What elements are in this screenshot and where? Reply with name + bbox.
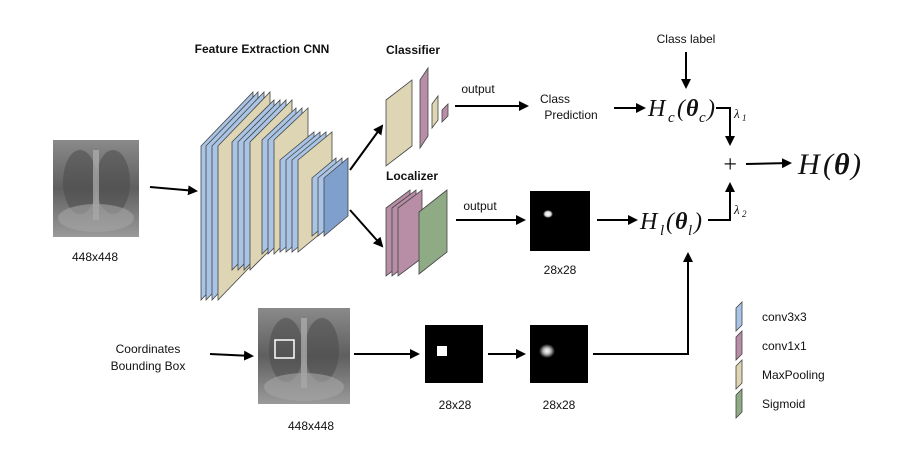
bbox-xray-image bbox=[258, 308, 350, 404]
svg-text:conv1x1: conv1x1 bbox=[762, 339, 807, 353]
hl-close-paren: ) bbox=[692, 209, 702, 235]
arrow-input-to-cnn bbox=[149, 185, 198, 196]
legend-item-maxpooling: MaxPooling bbox=[735, 359, 825, 390]
localizer-heatmap bbox=[530, 191, 590, 251]
bbox-mask-28 bbox=[425, 325, 483, 383]
total-loss-term: H ( θ ) bbox=[797, 148, 861, 181]
output-top-label: output bbox=[461, 82, 495, 96]
arrow-cnn-to-classifier bbox=[349, 124, 384, 171]
arrow-sum-to-total bbox=[745, 158, 792, 169]
mask-size-label: 28x28 bbox=[439, 398, 472, 412]
heatmap-top-size-label: 28x28 bbox=[544, 263, 577, 277]
hl-open-paren: ( bbox=[666, 209, 676, 235]
arrow-cnn-to-localizer bbox=[349, 209, 384, 248]
hc-close-paren: ) bbox=[705, 96, 715, 122]
lambda2-label: λ 2 bbox=[733, 202, 747, 219]
arrow-gaussian-to-hl bbox=[593, 252, 693, 355]
total-close-paren: ) bbox=[849, 148, 861, 181]
total-open-paren: ( bbox=[823, 148, 835, 181]
gaussian-size-label: 28x28 bbox=[543, 398, 576, 412]
hc-open-paren: ( bbox=[677, 96, 687, 122]
feature-cnn-block bbox=[200, 91, 349, 301]
legend-item-conv1x1: conv1x1 bbox=[735, 330, 807, 361]
class-label-text: Class label bbox=[657, 32, 716, 46]
localizer-title: Localizer bbox=[386, 169, 438, 183]
legend-item-sigmoid: Sigmoid bbox=[735, 388, 805, 419]
feature-cnn-title: Feature Extraction CNN bbox=[195, 42, 330, 56]
arrow-coords-to-image bbox=[209, 350, 254, 361]
class-prediction-line1: Class bbox=[540, 92, 570, 106]
classifier-title: Classifier bbox=[386, 43, 440, 57]
legend: conv3x3 conv1x1 MaxPooling Sigmoid bbox=[735, 301, 825, 419]
coords-label-line2: Bounding Box bbox=[111, 359, 186, 373]
svg-text:1: 1 bbox=[742, 113, 747, 123]
svg-text:Sigmoid: Sigmoid bbox=[762, 397, 805, 411]
hl-theta-subscript: l bbox=[688, 223, 692, 239]
svg-text:conv3x3: conv3x3 bbox=[762, 310, 807, 324]
svg-text:2: 2 bbox=[742, 209, 747, 219]
localizer-block bbox=[385, 189, 448, 277]
svg-text:λ: λ bbox=[733, 106, 740, 121]
hc-theta: θ bbox=[686, 96, 699, 122]
bottom-input-size-label: 448x448 bbox=[288, 419, 334, 433]
total-H: H bbox=[797, 148, 822, 181]
classifier-block bbox=[385, 66, 449, 167]
output-bottom-label: output bbox=[463, 199, 497, 213]
hl-subscript: l bbox=[660, 223, 664, 239]
legend-item-conv3x3: conv3x3 bbox=[735, 301, 807, 332]
hc-symbol: H bbox=[647, 96, 667, 122]
gaussian-target-28 bbox=[530, 325, 588, 383]
sum-operator: + bbox=[722, 152, 738, 178]
class-prediction-line2: Prediction bbox=[544, 108, 597, 122]
hc-subscript: c bbox=[668, 110, 675, 126]
hl-symbol: H bbox=[639, 209, 659, 235]
svg-text:MaxPooling: MaxPooling bbox=[762, 368, 825, 382]
hl-theta: θ bbox=[675, 209, 688, 235]
arrow-hc-to-sum bbox=[716, 107, 735, 146]
input-xray-image bbox=[53, 140, 139, 237]
total-theta: θ bbox=[834, 148, 850, 181]
bounding-box-marker bbox=[274, 339, 295, 359]
input-size-label: 448x448 bbox=[72, 250, 118, 264]
svg-text:λ: λ bbox=[733, 202, 740, 217]
hl-term: H l ( θ l ) bbox=[639, 209, 702, 239]
arrow-hl-to-sum bbox=[708, 182, 735, 221]
coords-label-line1: Coordinates bbox=[116, 342, 181, 356]
lambda1-label: λ 1 bbox=[733, 106, 747, 123]
hc-theta-subscript: c bbox=[699, 110, 706, 126]
hc-term: H c ( θ c ) bbox=[647, 96, 715, 126]
